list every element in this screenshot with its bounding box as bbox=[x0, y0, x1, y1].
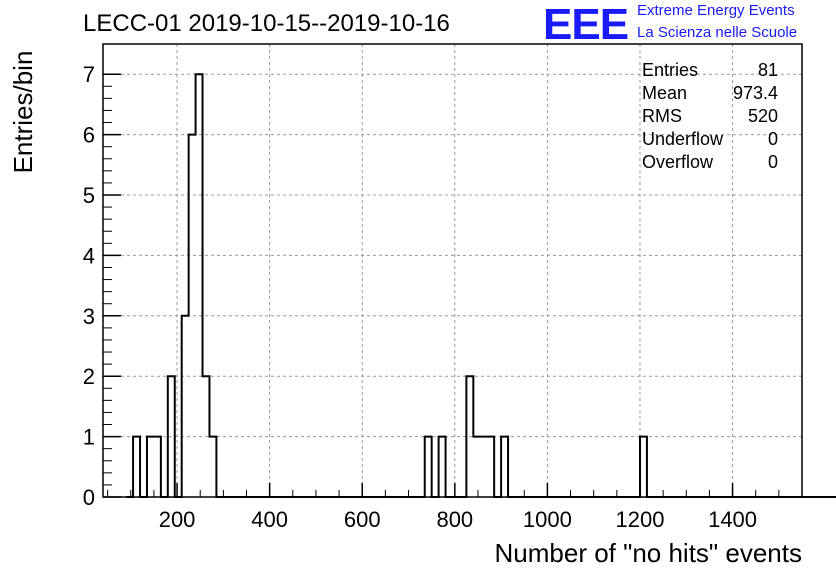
stat-value-rms: 520 bbox=[747, 106, 778, 126]
histogram-bin bbox=[182, 316, 189, 497]
histogram-bin bbox=[196, 74, 203, 497]
stat-value-underflow: 0 bbox=[767, 129, 778, 149]
chart-title: LECC-01 2019-10-15--2019-10-16 bbox=[83, 10, 450, 37]
y-axis-label: Entries/bin bbox=[8, 51, 38, 174]
y-tick-label: 5 bbox=[83, 183, 95, 208]
y-tick-label: 6 bbox=[83, 123, 95, 148]
stat-label-mean: Mean bbox=[642, 83, 688, 103]
logo-line-2: La Scienza nelle Scuole bbox=[637, 24, 798, 41]
axis-ticks: 0 1 2 3 4 5 6 7 200 400 600 800 1000 1200 1400 bbox=[83, 62, 780, 532]
x-tick-label: 1000 bbox=[523, 507, 572, 532]
x-axis-label: Number of "no hits" events bbox=[495, 538, 803, 568]
histogram-bin bbox=[133, 437, 140, 497]
histogram-bin bbox=[487, 437, 494, 497]
x-tick-label: 200 bbox=[159, 507, 196, 532]
y-tick-label: 4 bbox=[83, 243, 95, 268]
y-tick-label: 0 bbox=[83, 485, 95, 510]
y-tick-label: 7 bbox=[83, 62, 95, 87]
histogram-bin bbox=[425, 437, 432, 497]
logo-line-1: Extreme Energy Events bbox=[637, 2, 795, 19]
x-tick-label: 600 bbox=[344, 507, 381, 532]
histogram-bin bbox=[640, 437, 647, 497]
y-tick-label: 2 bbox=[83, 364, 95, 389]
y-tick-label: 1 bbox=[83, 425, 95, 450]
y-tick-label: 3 bbox=[83, 304, 95, 329]
stat-label-rms: RMS bbox=[642, 106, 682, 126]
stat-label-underflow: Underflow bbox=[642, 129, 724, 149]
histogram-bin bbox=[147, 437, 154, 497]
stat-value-mean: 973.4 bbox=[732, 83, 778, 103]
stat-label-overflow: Overflow bbox=[642, 152, 714, 172]
histogram-bin bbox=[154, 437, 161, 497]
histogram-bin bbox=[189, 135, 196, 497]
grid-lines bbox=[103, 44, 802, 497]
x-tick-label: 400 bbox=[251, 507, 288, 532]
x-tick-label: 1200 bbox=[616, 507, 665, 532]
histogram-bin bbox=[209, 437, 216, 497]
histogram-bin bbox=[480, 437, 487, 497]
stat-value-entries: 81 bbox=[757, 60, 778, 80]
histogram-bin bbox=[439, 437, 446, 497]
histogram-bin bbox=[466, 376, 473, 497]
histogram-bin bbox=[203, 376, 210, 497]
eee-logo: EEE bbox=[543, 0, 629, 49]
histogram-bin bbox=[168, 376, 175, 497]
histogram-bin bbox=[473, 437, 480, 497]
stat-label-entries: Entries bbox=[642, 60, 699, 80]
stat-value-overflow: 0 bbox=[767, 152, 778, 172]
plot-frame bbox=[102, 43, 803, 498]
histogram-bin bbox=[501, 437, 508, 497]
x-tick-label: 800 bbox=[436, 507, 473, 532]
x-tick-label: 1400 bbox=[708, 507, 757, 532]
